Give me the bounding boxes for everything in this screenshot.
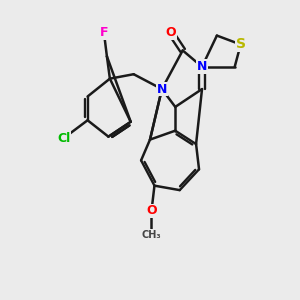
Text: Cl: Cl (57, 132, 70, 145)
Text: N: N (197, 60, 207, 73)
Text: N: N (157, 82, 167, 96)
Text: O: O (146, 204, 157, 218)
Text: F: F (100, 26, 108, 39)
Text: O: O (166, 26, 176, 39)
Text: CH₃: CH₃ (142, 230, 161, 240)
Text: S: S (236, 38, 246, 52)
